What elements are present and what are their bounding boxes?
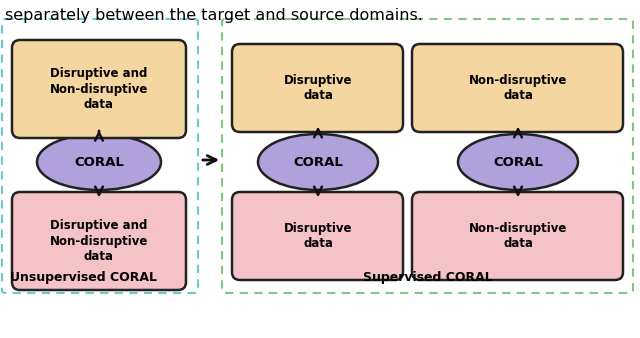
Text: Supervised CORAL: Supervised CORAL xyxy=(363,271,493,284)
Text: Disruptive
data: Disruptive data xyxy=(284,222,352,250)
Text: CORAL: CORAL xyxy=(493,155,543,169)
Text: Disruptive and
Non-disruptive
data: Disruptive and Non-disruptive data xyxy=(50,68,148,111)
FancyBboxPatch shape xyxy=(412,44,623,132)
Text: Non-disruptive
data: Non-disruptive data xyxy=(469,222,567,250)
Text: CORAL: CORAL xyxy=(74,155,124,169)
Ellipse shape xyxy=(458,134,578,190)
Text: Disruptive
data: Disruptive data xyxy=(284,74,352,102)
FancyBboxPatch shape xyxy=(232,44,403,132)
Ellipse shape xyxy=(258,134,378,190)
Text: Non-disruptive
data: Non-disruptive data xyxy=(469,74,567,102)
FancyBboxPatch shape xyxy=(12,192,186,290)
Text: separately between the target and source domains.: separately between the target and source… xyxy=(5,8,423,23)
Text: CORAL: CORAL xyxy=(293,155,343,169)
Text: Disruptive and
Non-disruptive
data: Disruptive and Non-disruptive data xyxy=(50,219,148,263)
FancyBboxPatch shape xyxy=(232,192,403,280)
Text: Unsupervised CORAL: Unsupervised CORAL xyxy=(10,271,157,284)
FancyBboxPatch shape xyxy=(12,40,186,138)
FancyBboxPatch shape xyxy=(412,192,623,280)
Ellipse shape xyxy=(37,134,161,190)
